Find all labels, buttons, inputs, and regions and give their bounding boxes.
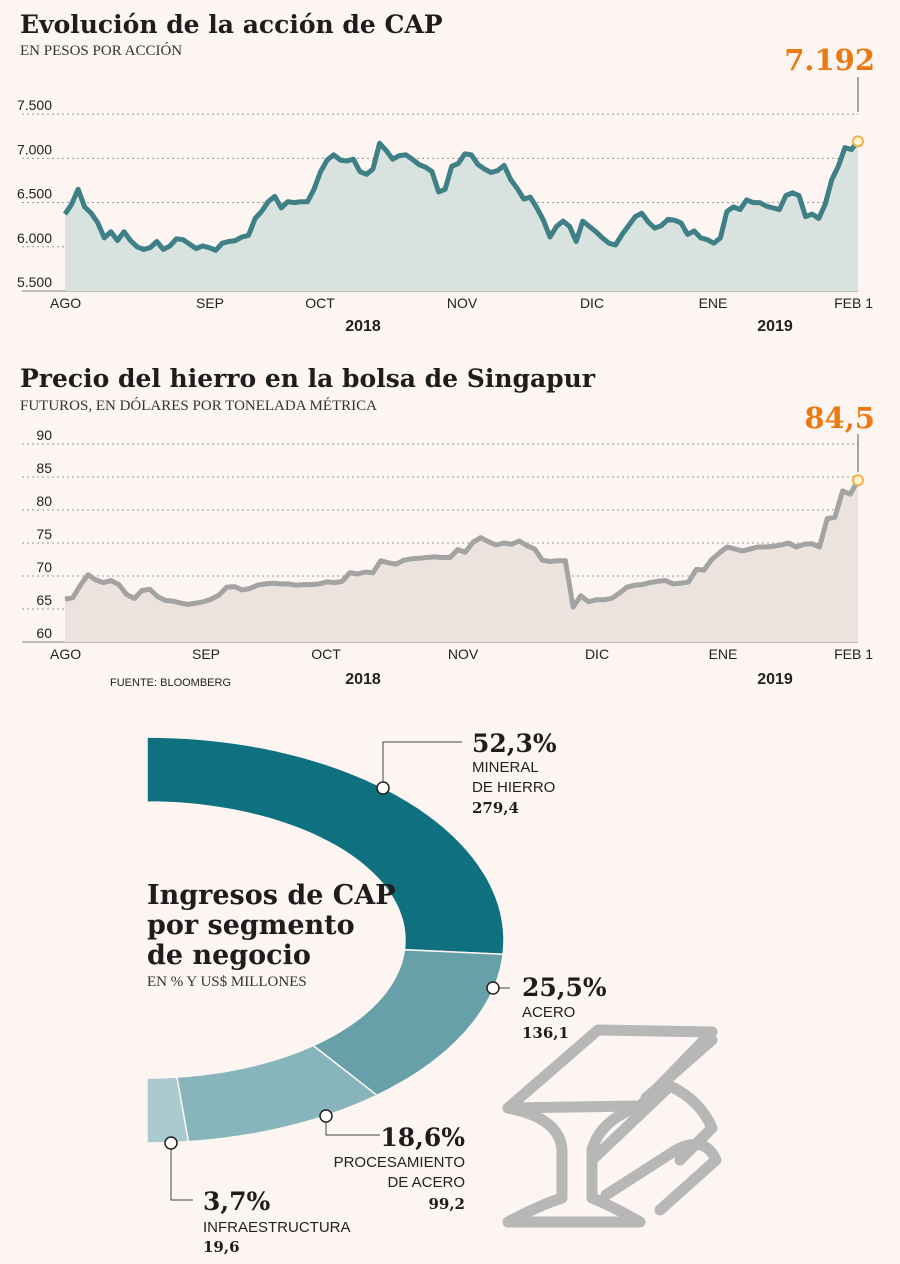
chart2-title: Precio del hierro en la bolsa de Singapu… [20,364,596,393]
chart2-last-point [852,474,864,487]
donut-slices [146,736,505,1144]
chart2-y-axis: 90 85 80 75 70 65 60 [36,427,52,641]
chart2-line [64,479,861,610]
chart1-y-axis: 7.500 7.000 6.500 6.000 5.500 [17,97,52,290]
chart2-year-2019: 2019 [757,671,793,688]
x-tick-label: FEB 1 [834,295,873,311]
chart2-x-axis: AGO SEP OCT NOV DIC ENE FEB 1 [50,646,873,662]
procesamiento-label-line1: PROCESAMIENTO [334,1154,465,1171]
y-tick-label: 60 [36,625,52,641]
chart2-subtitle: FUTUROS, EN DÓLARES POR TONELADA MÉTRICA [20,397,377,414]
chart1-x-axis: AGO SEP OCT NOV DIC ENE FEB 1 [50,295,873,311]
x-tick-label: AGO [50,646,81,662]
y-tick-label: 5.500 [17,274,52,290]
acero-amount: 136,1 [522,1024,569,1042]
x-tick-label: FEB 1 [834,646,873,662]
cap-share-chart: Evolución de la acción de CAP EN PESOS P… [17,10,875,335]
revenue-donut: Ingresos de CAP por segmento de negocio … [146,729,607,1256]
procesamiento-pct: 18,6% [380,1123,465,1152]
x-tick-label: ENE [709,646,738,662]
y-tick-label: 80 [36,493,52,509]
infraestructura-label: INFRAESTRUCTURA [203,1219,351,1236]
chart1-area [65,141,858,291]
donut-title-line3: de negocio [147,940,311,971]
y-tick-label: 7.500 [17,97,52,113]
source-note: FUENTE: BLOOMBERG [110,677,231,689]
y-tick-label: 6.500 [17,186,52,202]
y-tick-label: 75 [36,526,52,542]
procesamiento-label-line2: DE ACERO [387,1174,465,1191]
x-tick-label: DIC [585,646,609,662]
mineral-pct: 52,3% [472,729,557,758]
donut-title-line1: Ingresos de CAP [147,880,396,911]
x-tick-label: NOV [447,295,478,311]
chart2-last-value: 84,5 [804,401,875,435]
donut-subtitle: EN % Y US$ MILLONES [147,974,307,990]
iron-ore-chart: Precio del hierro en la bolsa de Singapu… [20,364,875,689]
y-tick-label: 85 [36,460,52,476]
chart1-subtitle: EN PESOS POR ACCIÓN [20,42,182,59]
chart1-last-point [852,135,864,148]
y-tick-label: 7.000 [17,141,52,157]
y-tick-label: 90 [36,427,52,443]
x-tick-label: SEP [192,646,220,662]
acero-label: ACERO [522,1004,575,1021]
mineral-label-line2: DE HIERRO [472,779,555,796]
x-tick-label: NOV [448,646,479,662]
infraestructura-amount: 19,6 [203,1238,240,1256]
chart1-year-2019: 2019 [757,318,793,335]
procesamiento-amount: 99,2 [428,1195,465,1213]
chart1-title: Evolución de la acción de CAP [20,10,443,39]
x-tick-label: OCT [305,295,335,311]
y-tick-label: 65 [36,592,52,608]
chart1-line [62,139,860,253]
x-tick-label: AGO [50,295,81,311]
chart1-last-value: 7.192 [784,43,875,77]
chart1-year-2018: 2018 [345,318,381,335]
chart2-year-2018: 2018 [345,671,381,688]
y-tick-label: 70 [36,559,52,575]
y-tick-label: 6.000 [17,230,52,246]
steel-beam-anvil-icon [502,1024,722,1228]
x-tick-label: ENE [699,295,728,311]
mineral-label-line1: MINERAL [472,759,539,776]
mineral-amount: 279,4 [472,799,519,817]
x-tick-label: OCT [311,646,341,662]
x-tick-label: DIC [580,295,604,311]
acero-pct: 25,5% [522,973,607,1002]
chart2-area [65,480,858,642]
donut-marker-dots [164,781,500,1150]
infraestructura-pct: 3,7% [203,1187,270,1216]
donut-title-line2: por segmento [147,910,355,941]
x-tick-label: SEP [196,295,224,311]
